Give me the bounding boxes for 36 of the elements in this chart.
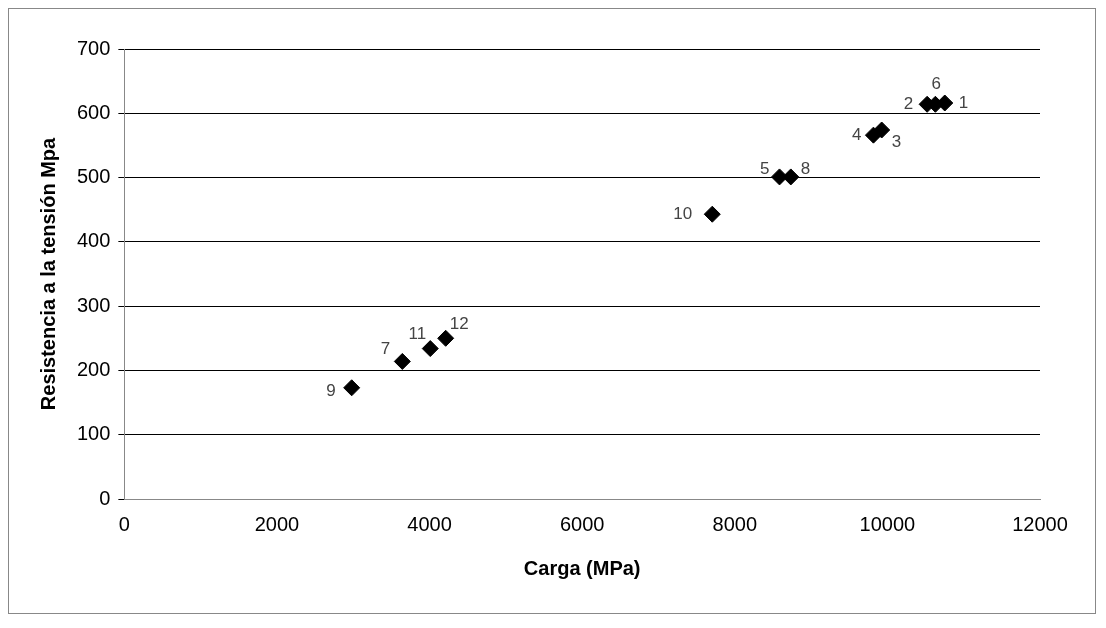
annotation: 12 (449, 313, 469, 333)
y-tick-label: 300 (76, 293, 111, 316)
x-tick-label: 12000 (1012, 512, 1068, 535)
annotation: 11 (408, 324, 427, 344)
y-tick-label: 600 (76, 100, 111, 123)
annotation: 2 (903, 93, 914, 113)
annotation: 7 (380, 339, 391, 359)
annotation: 6 (931, 73, 941, 93)
annotation: 5 (760, 158, 770, 178)
point (421, 340, 439, 358)
y-tick-label: 500 (76, 165, 111, 188)
annotation: 4 (851, 124, 862, 144)
annotation: 9 (326, 381, 336, 401)
y-axis-title: Resistencia a la tensión Mpa (36, 136, 59, 411)
annotation: 10 (673, 203, 693, 223)
annotation: 1 (958, 92, 969, 112)
x-tick-label: 8000 (712, 512, 758, 535)
x-axis-title: Carga (MPa) (523, 556, 641, 579)
point (873, 121, 891, 139)
y-tick-label: 700 (76, 36, 111, 59)
annotation: 8 (800, 158, 811, 178)
point (393, 352, 411, 370)
y-tick-label: 200 (76, 357, 111, 380)
point (703, 205, 721, 223)
x-tick-label: 4000 (407, 512, 452, 535)
annotation: 3 (891, 131, 902, 151)
point (782, 168, 800, 186)
y-tick-label: 400 (76, 229, 111, 252)
point (343, 379, 361, 397)
x-tick-label: 0 (118, 512, 130, 535)
x-tick-label: 10000 (859, 512, 916, 535)
x-tick-label: 6000 (559, 512, 605, 535)
y-tick-label: 0 (99, 486, 111, 509)
x-tick-label: 2000 (254, 512, 300, 535)
point (437, 329, 455, 347)
y-tick-label: 100 (76, 422, 111, 445)
